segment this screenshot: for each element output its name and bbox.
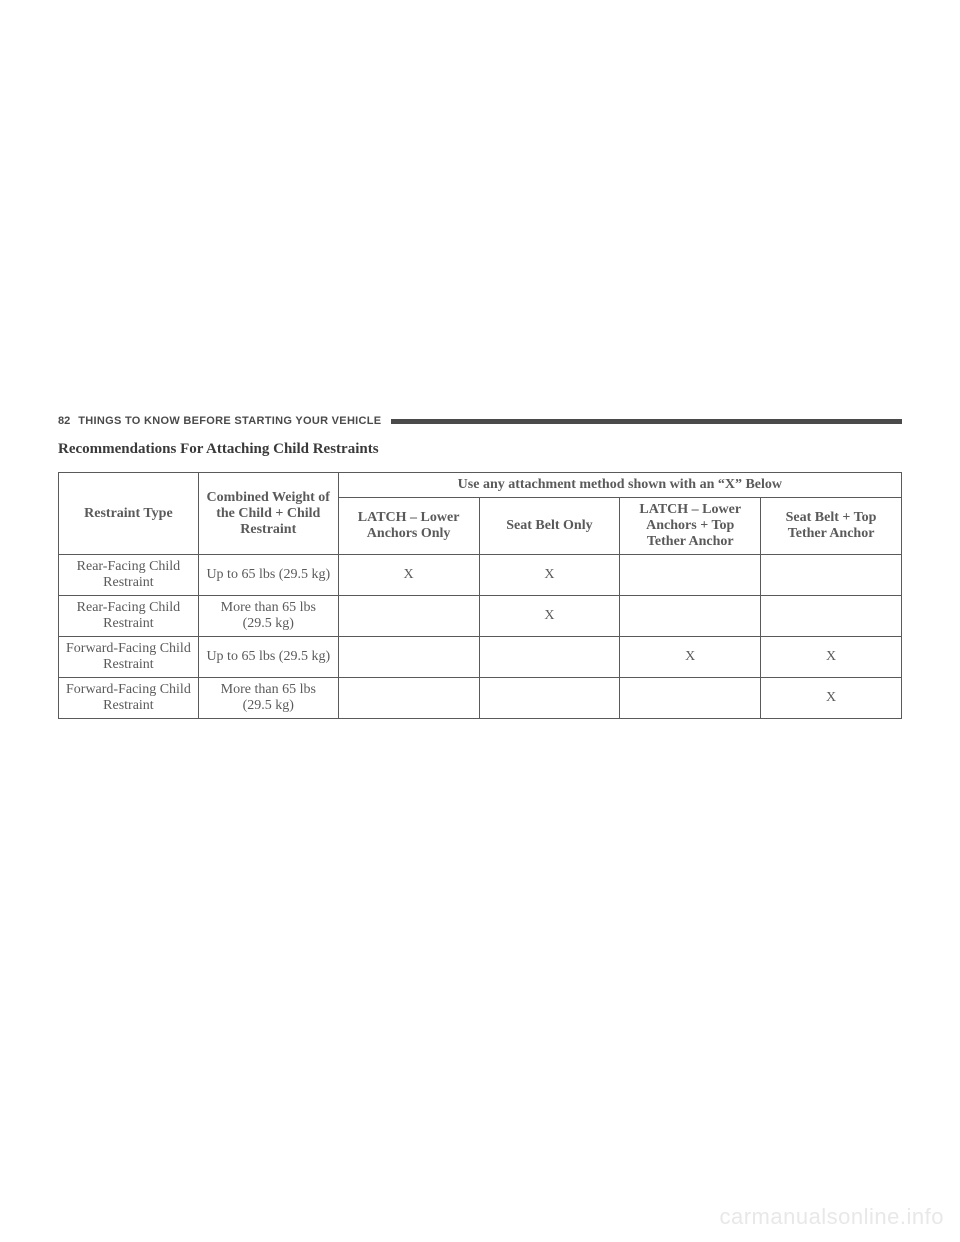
- watermark: carmanualsonline.info: [719, 1204, 944, 1230]
- cell-restraint-type: Forward-Facing Child Restraint: [59, 678, 199, 719]
- col-header-restraint-type: Restraint Type: [59, 473, 199, 555]
- col-header-combined-weight: Combined Weight of the Child + Child Res…: [198, 473, 338, 555]
- col-header-spanning: Use any attachment method shown with an …: [338, 473, 901, 498]
- col-header-latch-lower: LATCH – Lower Anchors Only: [338, 498, 479, 555]
- cell-seat-belt-tether: X: [761, 637, 902, 678]
- cell-weight: Up to 65 lbs (29.5 kg): [198, 637, 338, 678]
- cell-latch-tether: [620, 555, 761, 596]
- section-title: THINGS TO KNOW BEFORE STARTING YOUR VEHI…: [78, 415, 381, 427]
- cell-seat-belt-only: [479, 678, 620, 719]
- cell-latch-lower: [338, 596, 479, 637]
- page-header: 82 THINGS TO KNOW BEFORE STARTING YOUR V…: [58, 415, 902, 427]
- cell-seat-belt-tether: [761, 596, 902, 637]
- page-content: 82 THINGS TO KNOW BEFORE STARTING YOUR V…: [58, 415, 902, 719]
- cell-seat-belt-tether: [761, 555, 902, 596]
- cell-weight: Up to 65 lbs (29.5 kg): [198, 555, 338, 596]
- table-row: Rear-Facing Child Restraint More than 65…: [59, 596, 902, 637]
- header-rule: [391, 419, 902, 424]
- cell-latch-lower: [338, 637, 479, 678]
- cell-latch-tether: [620, 596, 761, 637]
- cell-latch-lower: [338, 678, 479, 719]
- table-header-row-1: Restraint Type Combined Weight of the Ch…: [59, 473, 902, 498]
- col-header-seat-belt-tether: Seat Belt + Top Tether Anchor: [761, 498, 902, 555]
- cell-seat-belt-only: [479, 637, 620, 678]
- cell-seat-belt-tether: X: [761, 678, 902, 719]
- cell-restraint-type: Rear-Facing Child Restraint: [59, 555, 199, 596]
- col-header-seat-belt-only: Seat Belt Only: [479, 498, 620, 555]
- cell-weight: More than 65 lbs (29.5 kg): [198, 678, 338, 719]
- table-title: Recommendations For Attaching Child Rest…: [58, 441, 902, 458]
- cell-restraint-type: Forward-Facing Child Restraint: [59, 637, 199, 678]
- table-row: Forward-Facing Child Restraint Up to 65 …: [59, 637, 902, 678]
- cell-seat-belt-only: X: [479, 555, 620, 596]
- cell-restraint-type: Rear-Facing Child Restraint: [59, 596, 199, 637]
- cell-weight: More than 65 lbs (29.5 kg): [198, 596, 338, 637]
- cell-seat-belt-only: X: [479, 596, 620, 637]
- table-row: Forward-Facing Child Restraint More than…: [59, 678, 902, 719]
- cell-latch-tether: [620, 678, 761, 719]
- table-row: Rear-Facing Child Restraint Up to 65 lbs…: [59, 555, 902, 596]
- restraint-table: Restraint Type Combined Weight of the Ch…: [58, 472, 902, 719]
- col-header-latch-tether: LATCH – Lower Anchors + Top Tether Ancho…: [620, 498, 761, 555]
- page-number: 82: [58, 415, 70, 427]
- cell-latch-tether: X: [620, 637, 761, 678]
- cell-latch-lower: X: [338, 555, 479, 596]
